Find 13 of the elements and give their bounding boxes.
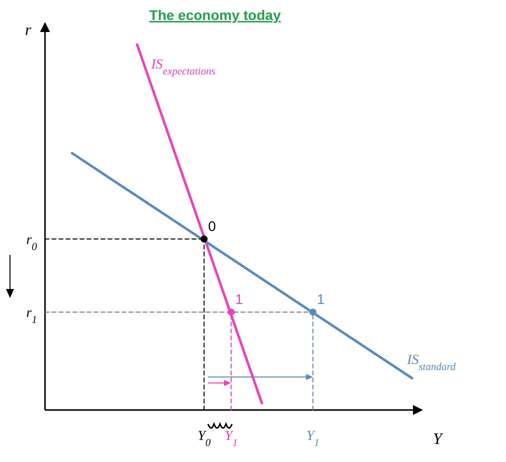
- annotation: 1: [316, 291, 325, 308]
- y-axis-title: r: [25, 22, 32, 39]
- annotation: 1: [235, 291, 244, 308]
- x-tick-label: Y$_{0}$: [198, 429, 212, 448]
- x-tick-label: Y$_{1}$: [306, 429, 320, 448]
- annotation: r$_{0}$: [26, 233, 38, 252]
- x-axis-title: Y: [433, 431, 444, 448]
- series-label: IS$_{expectations}$: [150, 58, 216, 78]
- annotation: r$_{1}$: [26, 306, 37, 326]
- x-tick-label: Y$_{1}$: [224, 429, 238, 448]
- series-label: IS$_{standard}$: [406, 353, 456, 373]
- chart-title: The economy today: [149, 7, 281, 23]
- annotation: 0: [208, 218, 216, 234]
